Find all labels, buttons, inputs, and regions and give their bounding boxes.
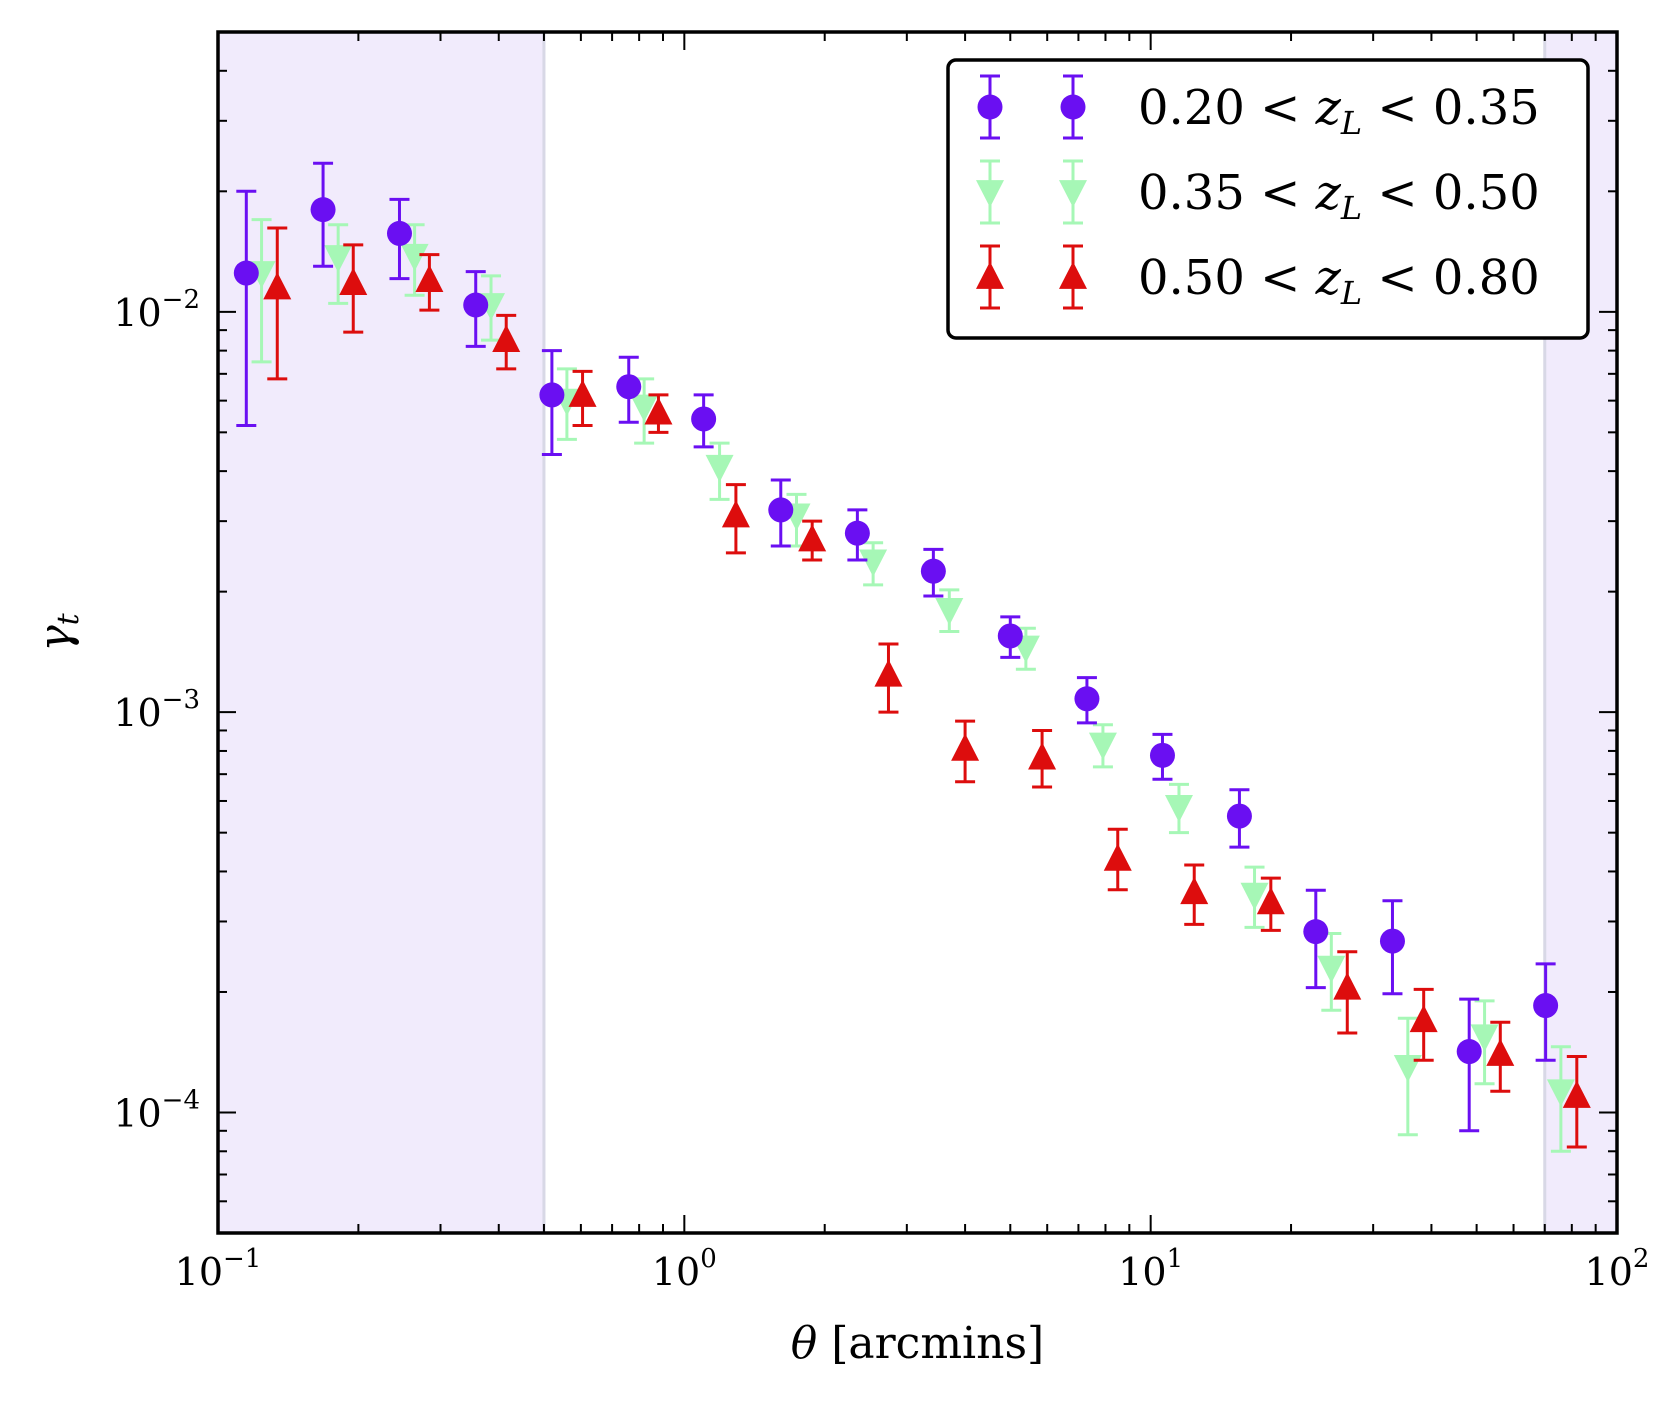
data-point <box>798 524 827 552</box>
data-point <box>997 623 1023 649</box>
series-0 <box>233 161 1559 1133</box>
data-point <box>568 379 597 407</box>
data-point <box>1409 1004 1438 1033</box>
data-point <box>1074 686 1100 712</box>
data-point <box>1256 886 1285 915</box>
data-point <box>951 733 980 761</box>
data-point <box>415 264 444 293</box>
data-point <box>935 598 964 626</box>
data-point <box>1379 928 1405 954</box>
y-axis-label: γt <box>30 612 86 651</box>
legend-label: 0.20 < zL < 0.35 <box>1138 80 1540 142</box>
y-tick-label: 10−3 <box>113 685 200 735</box>
legend-marker <box>977 94 1003 120</box>
data-point <box>339 267 368 295</box>
data-point <box>492 324 521 352</box>
data-point <box>1546 1079 1575 1107</box>
data-point <box>1533 993 1559 1019</box>
data-point <box>721 500 750 528</box>
data-point <box>1456 1039 1482 1065</box>
error-bar <box>267 226 288 381</box>
y-tick-label: 10−4 <box>113 1085 200 1135</box>
x-tick-label: 100 <box>652 1244 717 1294</box>
error-bar <box>236 189 257 428</box>
error-bar <box>1459 997 1480 1133</box>
data-point <box>400 243 429 272</box>
data-point <box>263 272 292 300</box>
data-series <box>233 161 1591 1153</box>
data-point <box>1028 742 1057 770</box>
data-point <box>233 260 259 286</box>
legend-marker <box>1059 261 1087 289</box>
error-bar <box>251 218 272 364</box>
data-point <box>539 382 565 408</box>
data-point <box>1317 955 1346 984</box>
x-axis-label: θ [arcmins] <box>791 1318 1044 1369</box>
data-point <box>1088 732 1117 760</box>
x-tick-label: 101 <box>1118 1244 1183 1294</box>
data-point <box>1180 876 1209 905</box>
data-point <box>630 394 659 422</box>
data-point <box>1164 794 1193 823</box>
data-point <box>463 292 489 318</box>
data-point <box>616 374 642 400</box>
legend-marker <box>1060 94 1086 120</box>
series-2 <box>263 226 1591 1149</box>
shaded-region <box>218 32 544 1233</box>
data-point <box>691 406 717 432</box>
axis-labels: 10−1 100 101 102 10−4 10−3 10−2 θ [arcmins] γt <box>30 285 1649 1369</box>
data-point <box>1149 742 1175 768</box>
data-point <box>874 659 903 687</box>
x-tick-label: 10−1 <box>175 1244 262 1294</box>
data-point <box>386 220 412 246</box>
y-tick-label: 10−2 <box>113 285 200 335</box>
data-point <box>859 549 888 577</box>
data-point <box>1562 1080 1591 1108</box>
data-point <box>644 397 673 425</box>
data-point <box>1226 803 1252 829</box>
data-point <box>1470 1024 1499 1052</box>
data-point <box>1333 972 1362 1000</box>
data-point <box>1103 843 1132 871</box>
legend-marker <box>1059 180 1087 208</box>
x-tick-label: 102 <box>1585 1244 1650 1294</box>
data-point <box>324 245 353 273</box>
data-point <box>920 558 946 584</box>
data-point <box>1486 1038 1515 1066</box>
legend-label: 0.50 < zL < 0.80 <box>1138 250 1540 312</box>
legend: 0.20 < zL < 0.35 0.35 < zL < 0.50 0.50 < z… <box>946 58 1590 340</box>
data-point <box>844 520 870 546</box>
data-point <box>310 197 336 223</box>
legend-box <box>946 58 1590 340</box>
data-point <box>705 454 734 483</box>
legend-marker <box>976 180 1004 208</box>
legend-label: 0.35 < zL < 0.50 <box>1138 165 1540 227</box>
legend-marker <box>976 261 1004 289</box>
data-point <box>1240 882 1269 911</box>
plot-frame <box>216 30 1619 1235</box>
data-point <box>768 497 794 523</box>
data-point <box>1303 919 1329 945</box>
